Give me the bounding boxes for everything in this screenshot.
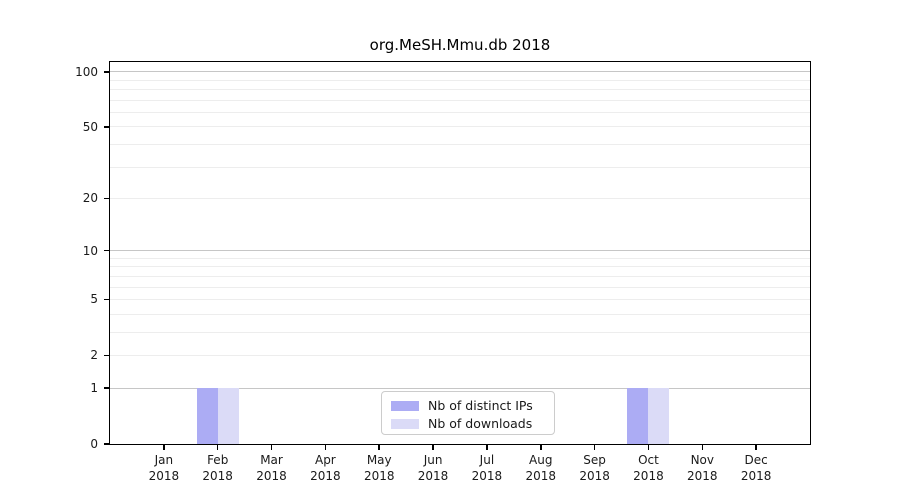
legend-entry-distinct-ips: Nb of distinct IPs xyxy=(391,398,545,414)
gridline-minor xyxy=(110,286,810,288)
x-tick-label: Mar 2018 xyxy=(242,453,302,484)
gridline-major xyxy=(110,387,810,389)
x-tick-year: 2018 xyxy=(633,468,664,483)
y-tick-label: 20 xyxy=(82,191,98,206)
gridline-minor xyxy=(110,111,810,113)
x-tick-mark xyxy=(540,444,542,450)
x-tick-month: Mar xyxy=(260,453,283,467)
gridline-minor xyxy=(110,275,810,277)
legend-label-downloads: Nb of downloads xyxy=(428,416,533,431)
x-tick-mark xyxy=(324,444,327,450)
x-tick-mark xyxy=(486,444,488,450)
x-tick-mark xyxy=(378,444,380,450)
gridline-minor xyxy=(110,354,810,356)
x-tick-label: Nov 2018 xyxy=(672,453,732,484)
x-tick-year: 2018 xyxy=(579,468,610,483)
bar-distinct-ips xyxy=(196,388,218,444)
y-tick-label: 10 xyxy=(82,243,98,258)
x-tick-month: Aug xyxy=(529,453,553,467)
x-tick-month: Apr xyxy=(314,453,336,467)
gridline-major xyxy=(110,250,810,252)
x-tick-year: 2018 xyxy=(310,468,341,483)
y-tick-label: 50 xyxy=(82,119,98,134)
x-tick-label: Oct 2018 xyxy=(618,453,678,484)
x-tick-year: 2018 xyxy=(471,468,503,483)
legend-label-distinct-ips: Nb of distinct IPs xyxy=(428,398,533,413)
x-tick-mark xyxy=(216,444,219,450)
gridline-minor xyxy=(110,298,810,300)
legend-swatch-downloads xyxy=(391,419,419,429)
x-tick-mark xyxy=(270,444,273,450)
chart-title: org.MeSH.Mmu.db 2018 xyxy=(369,36,551,54)
plot-area xyxy=(110,62,810,444)
gridline-minor xyxy=(110,79,810,81)
gridline-major xyxy=(110,71,810,73)
x-tick-month: Jul xyxy=(479,453,495,467)
y-tick-mark xyxy=(104,354,110,357)
gridline-minor xyxy=(110,89,810,91)
x-tick-year: 2018 xyxy=(525,468,557,483)
y-tick-mark xyxy=(104,249,110,252)
gridline-minor xyxy=(110,266,810,268)
y-tick-mark xyxy=(104,298,110,301)
bar-downloads xyxy=(217,388,239,444)
legend-swatch-distinct-ips xyxy=(391,401,419,411)
y-tick-mark xyxy=(104,443,110,445)
gridline-minor xyxy=(110,197,810,199)
x-tick-label: Jul 2018 xyxy=(457,453,517,484)
x-tick-label: May 2018 xyxy=(349,453,409,484)
x-tick-label: Jun 2018 xyxy=(403,453,463,484)
y-tick-mark xyxy=(104,197,110,200)
legend: Nb of distinct IPs Nb of downloads xyxy=(381,391,555,435)
x-tick-mark xyxy=(432,444,434,450)
legend-entry-downloads: Nb of downloads xyxy=(391,416,545,432)
y-tick-mark xyxy=(104,71,110,73)
bar-downloads xyxy=(648,388,670,444)
x-tick-year: 2018 xyxy=(687,468,718,483)
y-tick-label: 5 xyxy=(90,292,98,307)
x-tick-month: May xyxy=(366,453,392,467)
x-tick-year: 2018 xyxy=(363,468,395,483)
y-tick-label: 0 xyxy=(90,437,98,451)
x-tick-label: Sep 2018 xyxy=(565,453,625,484)
x-tick-mark xyxy=(701,444,704,450)
x-tick-mark xyxy=(593,444,596,450)
gridline-minor xyxy=(110,99,810,101)
x-tick-month: Dec xyxy=(744,453,768,467)
x-tick-label: Feb 2018 xyxy=(188,453,248,484)
x-tick-label: Dec 2018 xyxy=(726,453,786,484)
x-tick-month: Oct xyxy=(638,453,659,467)
bar-distinct-ips xyxy=(627,388,649,444)
x-tick-month: Feb xyxy=(207,453,229,467)
gridline-minor xyxy=(110,257,810,259)
gridline-minor xyxy=(110,331,810,333)
y-tick-mark xyxy=(104,126,110,128)
x-tick-month: Jun xyxy=(423,453,443,467)
x-tick-year: 2018 xyxy=(256,468,287,483)
gridline-minor xyxy=(110,143,810,145)
x-tick-label: Aug 2018 xyxy=(511,453,571,484)
x-tick-year: 2018 xyxy=(202,468,233,483)
x-tick-month: Sep xyxy=(583,453,606,467)
x-tick-year: 2018 xyxy=(148,468,180,483)
gridline-minor xyxy=(110,126,810,128)
x-tick-mark xyxy=(755,444,757,450)
y-tick-label: 2 xyxy=(90,348,98,363)
y-tick-label: 1 xyxy=(90,381,98,396)
x-tick-month: Nov xyxy=(690,453,714,467)
y-tick-mark xyxy=(104,387,110,389)
x-tick-mark xyxy=(163,444,165,450)
x-tick-mark xyxy=(647,444,650,450)
gridline-minor xyxy=(110,313,810,315)
y-tick-label: 100 xyxy=(75,64,98,79)
x-tick-month: Jan xyxy=(154,453,174,467)
x-tick-label: Jan 2018 xyxy=(134,453,194,484)
gridline-minor xyxy=(110,166,810,168)
x-tick-label: Apr 2018 xyxy=(295,453,355,484)
x-tick-year: 2018 xyxy=(740,468,772,483)
x-tick-year: 2018 xyxy=(417,468,449,483)
